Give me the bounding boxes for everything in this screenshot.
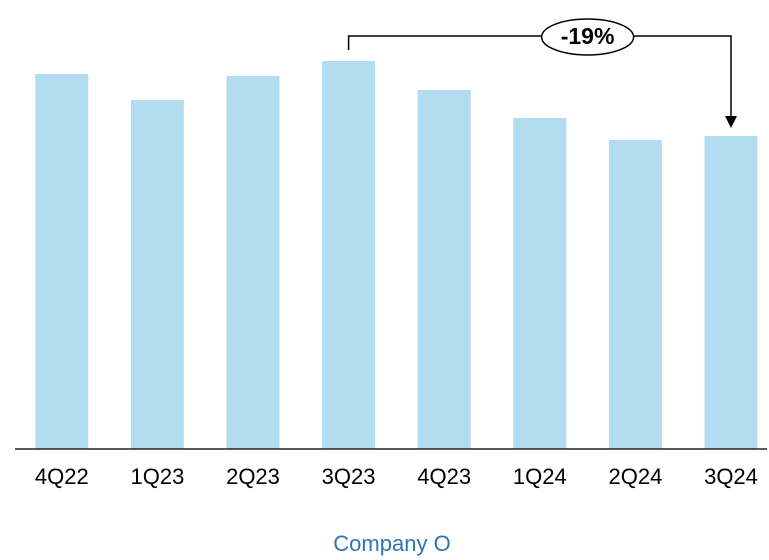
x-tick-label: 4Q22 [35, 464, 89, 489]
bar [226, 76, 280, 449]
arrow-head [725, 116, 737, 128]
x-tick-label: 2Q23 [226, 464, 280, 489]
x-tick-label: 2Q24 [608, 464, 662, 489]
bar [417, 90, 471, 449]
chart-title: Company O [333, 531, 450, 556]
bar [513, 118, 567, 449]
bar [130, 100, 184, 449]
x-tick-label: 4Q23 [417, 464, 471, 489]
bar [608, 140, 662, 449]
bracket [347, 35, 732, 120]
annotation-bubble [540, 18, 635, 56]
x-tick-label: 1Q24 [513, 464, 567, 489]
x-tick-label: 1Q23 [130, 464, 184, 489]
annotation-label: -19% [561, 23, 615, 49]
bar [322, 61, 376, 449]
x-tick-label: 3Q23 [322, 464, 376, 489]
bar [704, 136, 758, 449]
bar [35, 74, 89, 449]
x-tick-label: 3Q24 [704, 464, 758, 489]
